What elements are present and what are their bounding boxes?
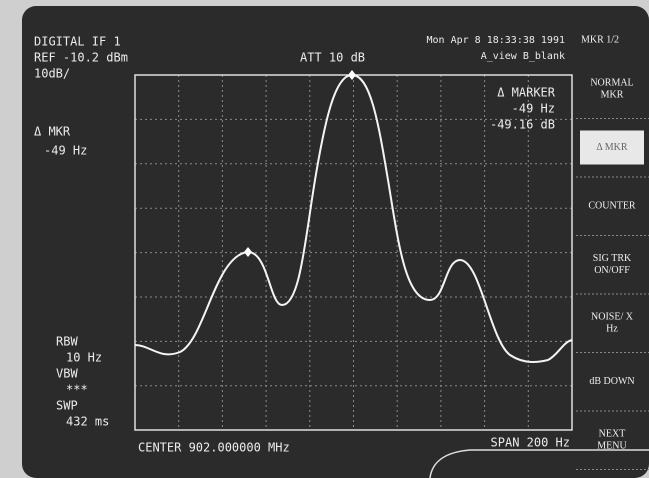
rbw-value: 10 Hz <box>66 351 102 365</box>
softkey-line: Hz <box>606 324 618 335</box>
rbw-label: RBW <box>56 335 78 349</box>
softkey-line: MENU <box>597 441 627 452</box>
softkey[interactable]: Δ MKR <box>576 130 649 178</box>
softkey-label: COUNTER <box>588 201 636 212</box>
mkr-title: Δ MKR <box>34 125 71 139</box>
vbw-label: VBW <box>56 367 78 381</box>
ref-level: REF -10.2 dBm <box>34 51 128 65</box>
softkey-label: NEXT MENU <box>597 429 627 452</box>
softkey[interactable]: dB DOWN <box>576 376 649 412</box>
vbw-value: *** <box>66 383 88 397</box>
softkey-title: MKR 1/2 <box>581 34 619 45</box>
attenuation: ATT 10 dB <box>300 51 365 65</box>
softkey-label: dB DOWN <box>589 376 634 387</box>
marker-freq: -49 Hz <box>512 102 555 116</box>
bezel-edge <box>429 449 649 478</box>
mode: DIGITAL IF 1 <box>34 35 121 49</box>
softkey[interactable]: COUNTER <box>576 201 649 236</box>
softkey-line: ON/OFF <box>594 265 630 276</box>
softkey-column: MKR 1/2 NORMAL MKR Δ MKR COUNTER SIG TRK ON/O… <box>576 34 649 470</box>
softkey-highlight <box>580 130 644 165</box>
softkey-label: Δ MKR <box>596 142 627 153</box>
graticule <box>135 75 572 430</box>
center-freq: CENTER 902.000000 MHz <box>138 441 290 455</box>
softkey-line: NOISE/ X <box>591 312 634 323</box>
scale: 10dB/ <box>34 67 70 81</box>
softkey-line: Δ MKR <box>596 142 627 153</box>
swp-label: SWP <box>56 399 78 413</box>
marker-title: Δ MARKER <box>497 86 556 100</box>
mkr-value: -49 Hz <box>44 144 87 158</box>
softkey[interactable]: NORMAL MKR <box>576 78 649 119</box>
softkey-line: SIG TRK <box>593 253 632 264</box>
marker-level: -49.16 dB <box>490 118 555 132</box>
softkey-line: COUNTER <box>588 201 636 212</box>
softkey[interactable]: NEXT MENU <box>576 429 649 470</box>
softkey-line: NORMAL <box>590 78 633 89</box>
softkey[interactable]: SIG TRK ON/OFF <box>576 253 649 295</box>
softkey-label: NORMAL MKR <box>590 78 633 101</box>
softkey-line: NEXT <box>599 429 626 440</box>
softkey-line: dB DOWN <box>589 376 634 387</box>
span: SPAN 200 Hz <box>491 436 570 450</box>
trace <box>134 73 573 363</box>
softkey-label: SIG TRK ON/OFF <box>593 253 632 276</box>
view-status: A_view B_blank <box>481 51 565 62</box>
softkey[interactable]: NOISE/ X Hz <box>576 312 649 353</box>
swp-value: 432 ms <box>66 415 109 429</box>
datetime: Mon Apr 8 18:33:38 1991 <box>427 35 565 46</box>
display <box>22 6 649 478</box>
softkey-line: MKR <box>601 90 624 101</box>
softkey-label: NOISE/ X Hz <box>591 312 634 335</box>
